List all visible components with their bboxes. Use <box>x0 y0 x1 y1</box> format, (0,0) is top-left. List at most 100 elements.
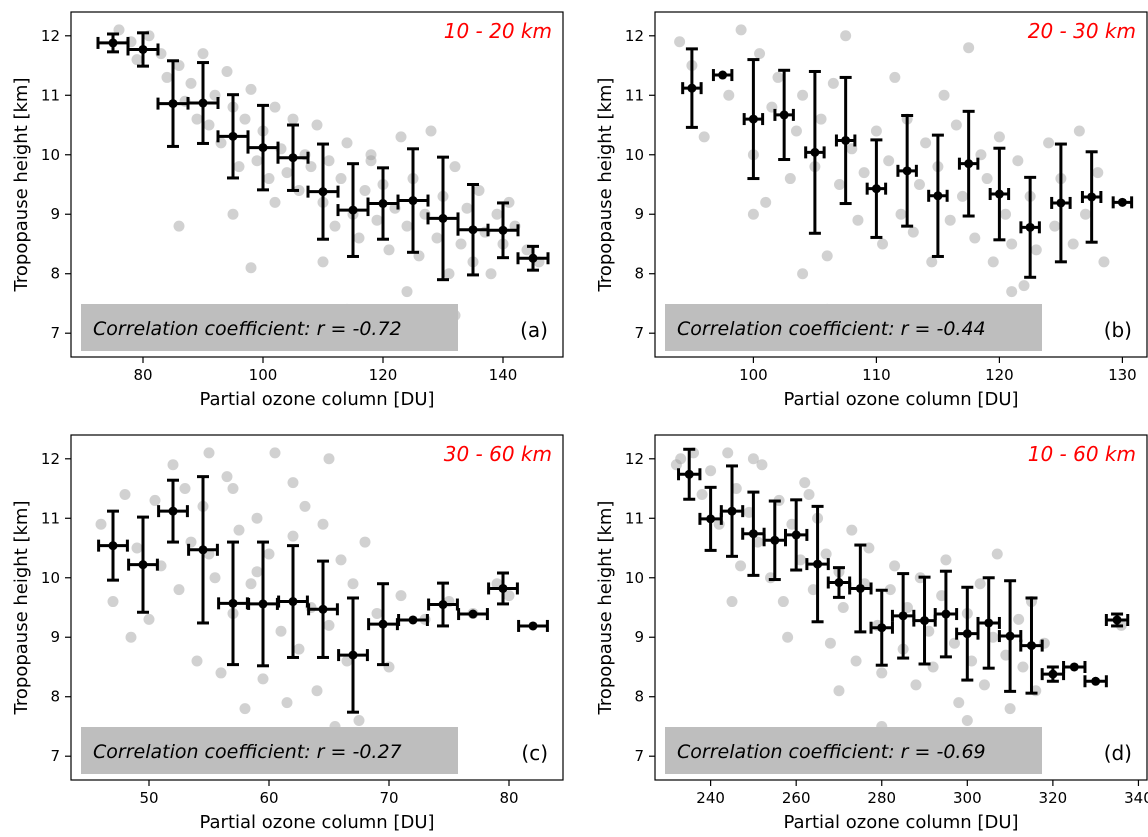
altitude-range-label: 30 - 60 km <box>444 442 552 466</box>
scatter-point <box>251 512 263 524</box>
scatter-point <box>833 685 845 697</box>
scatter-point <box>948 637 960 649</box>
mean-point <box>318 187 328 197</box>
mean-point <box>408 615 418 625</box>
scatter-point <box>786 518 798 530</box>
y-tick-label: 10 <box>41 146 60 164</box>
scatter-point <box>820 548 832 560</box>
scatter-point <box>834 179 845 190</box>
mean-point <box>108 38 118 48</box>
y-tick-label: 7 <box>50 747 60 765</box>
scatter-point <box>161 71 173 83</box>
mean-point <box>727 506 737 516</box>
scatter-point <box>926 256 938 268</box>
scatter-point <box>251 566 263 578</box>
mean-point <box>791 530 801 540</box>
y-tick-label: 7 <box>634 747 644 765</box>
scatter-point <box>969 232 981 244</box>
scatter-point <box>329 220 341 232</box>
mean-point <box>198 98 208 108</box>
mean-point <box>834 578 844 588</box>
scatter-point <box>335 173 347 185</box>
mean-point <box>779 110 789 120</box>
scatter-point <box>299 500 311 512</box>
mean-point <box>706 514 716 524</box>
scatter-point <box>1067 238 1079 250</box>
axes-frame <box>70 434 564 781</box>
correlation-box <box>81 727 458 774</box>
mean-point <box>1091 676 1101 686</box>
scatter-point <box>1006 238 1018 250</box>
scatter-point <box>353 232 365 244</box>
scatter-point <box>870 125 882 137</box>
mean-point <box>871 184 881 194</box>
scatter-point <box>209 572 221 584</box>
mean-point <box>920 616 930 626</box>
x-tick-label: 60 <box>259 789 278 807</box>
mean-point <box>941 609 951 619</box>
scatter-point <box>777 596 789 608</box>
scatter-point <box>743 506 755 518</box>
scatter-point <box>119 488 131 500</box>
scatter-point <box>1073 125 1085 137</box>
mean-point <box>168 99 178 109</box>
scatter-point <box>341 137 353 149</box>
y-tick-label: 10 <box>625 569 644 587</box>
scatter-point <box>473 184 485 196</box>
x-tick-label: 120 <box>985 366 1014 384</box>
scatter-point <box>940 554 952 566</box>
mean-point <box>902 166 912 176</box>
scatter-point <box>730 483 742 495</box>
scatter-point <box>107 596 119 608</box>
scatter-point <box>287 113 299 125</box>
scatter-point <box>913 179 925 190</box>
mean-point <box>684 469 694 479</box>
scatter-point <box>341 655 353 667</box>
x-tick-label: 80 <box>499 789 518 807</box>
scatter-point <box>305 161 317 173</box>
scatter-point <box>938 89 950 101</box>
mean-point <box>962 629 972 639</box>
scatter-point <box>443 268 455 280</box>
scatter-point <box>323 619 335 631</box>
scatter-point <box>978 679 990 691</box>
scatter-point <box>837 602 849 613</box>
scatter-point <box>953 697 965 709</box>
scatter-point <box>1000 208 1012 220</box>
scatter-point <box>173 60 185 72</box>
scatter-point <box>852 214 864 226</box>
scatter-point <box>383 244 395 256</box>
y-tick-label: 8 <box>634 265 644 283</box>
scatter-point <box>287 530 299 542</box>
altitude-range-label: 10 - 60 km <box>1028 442 1136 466</box>
correlation-text: Correlation coefficient: r = -0.44 <box>677 318 986 340</box>
mean-point <box>687 83 697 93</box>
mean-point <box>855 583 865 593</box>
scatter-point <box>1092 167 1104 179</box>
scatter-point <box>485 268 497 280</box>
mean-point <box>378 619 388 629</box>
scatter-point <box>850 655 862 667</box>
scatter-point <box>293 643 305 655</box>
scatter-point <box>735 24 747 36</box>
x-tick-label: 320 <box>1039 789 1068 807</box>
correlation-text: Correlation coefficient: r = -0.69 <box>677 741 986 763</box>
scatter-point <box>884 584 896 596</box>
scatter-point <box>365 149 377 161</box>
scatter-point <box>815 113 827 125</box>
x-tick-label: 300 <box>953 789 982 807</box>
x-tick-label: 260 <box>782 789 811 807</box>
scatter-point <box>431 232 443 244</box>
scatter-point <box>675 453 687 465</box>
scatter-point <box>821 250 833 262</box>
scatter-point <box>269 447 281 459</box>
scatter-point <box>987 631 999 643</box>
scatter-point <box>784 173 796 185</box>
panel-c: 50 60 70 80 7 8 9 10 11 12 Partial ozone column [D… <box>11 434 564 833</box>
scatter-point <box>347 578 359 590</box>
correlation-box <box>665 304 1042 351</box>
scatter-point <box>401 286 413 298</box>
mean-point <box>258 599 268 609</box>
scatter-point <box>807 584 819 596</box>
y-tick-label: 12 <box>41 27 60 45</box>
